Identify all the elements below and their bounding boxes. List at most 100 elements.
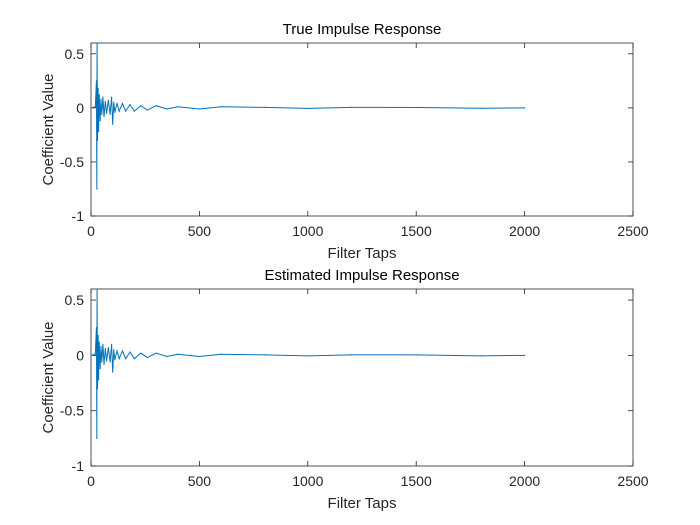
y-tick-label: -0.5 — [60, 154, 84, 170]
data-point — [125, 110, 127, 112]
data-point — [112, 371, 114, 373]
data-point — [480, 107, 482, 109]
data-point — [100, 345, 102, 348]
data-point — [102, 96, 104, 98]
data-point — [263, 106, 266, 108]
data-point — [133, 110, 135, 112]
plot-panel-2: 0 500 1000 1500 2000 2500 -1 -0.5 0 0.5 Estimated … — [40, 267, 649, 512]
data-point — [220, 353, 222, 355]
y-axis-label: Coefficient Value — [40, 321, 57, 433]
x-tick-label: 2500 — [617, 223, 648, 239]
data-point — [96, 437, 98, 439]
data-point — [125, 358, 127, 360]
data-point — [96, 387, 99, 390]
chart-title: True Impulse Response — [283, 21, 442, 38]
data-point — [99, 368, 101, 370]
data-point — [155, 105, 157, 107]
y-tick-label: -1 — [72, 208, 85, 224]
data-point — [114, 359, 116, 361]
data-point — [166, 108, 168, 110]
data-point — [110, 343, 113, 345]
x-tick-label: 1500 — [401, 473, 432, 489]
x-tick-label: 500 — [188, 473, 212, 489]
x-axis-label: Filter Taps — [328, 495, 397, 512]
x-axis-label: Filter Taps — [328, 245, 397, 262]
data-point — [146, 109, 148, 111]
data-point — [113, 101, 115, 104]
data-point — [524, 107, 526, 109]
y-tick-label: 0 — [76, 100, 84, 116]
data-point — [97, 334, 99, 337]
x-tick-label: 2000 — [509, 223, 540, 239]
y-tick-label: -1 — [72, 458, 85, 474]
data-point — [480, 355, 482, 357]
data-point — [113, 349, 115, 351]
data-point — [307, 355, 309, 357]
data-point — [109, 113, 111, 115]
x-tick-label: 2000 — [509, 473, 540, 489]
data-point — [94, 353, 96, 355]
x-tick-label: 0 — [87, 473, 95, 489]
data-point — [96, 289, 98, 290]
data-point — [121, 350, 124, 352]
data-point — [91, 354, 92, 356]
y-tick-label: 0 — [76, 347, 84, 363]
data-point — [102, 343, 104, 345]
x-tick-label: 1500 — [401, 223, 432, 239]
data-point — [91, 107, 92, 109]
data-point — [118, 110, 120, 112]
data-point — [114, 111, 116, 113]
data-point — [155, 352, 157, 354]
x-tick-label: 2500 — [617, 473, 648, 489]
axes-box — [90, 42, 634, 217]
data-point — [350, 106, 352, 108]
data-point — [95, 80, 98, 82]
x-tick-label: 1000 — [292, 223, 323, 239]
data-point — [263, 354, 266, 356]
data-point — [220, 106, 222, 108]
y-tick-label: 0.5 — [65, 292, 85, 308]
data-point — [103, 363, 105, 365]
data-point — [97, 379, 100, 381]
axes-box — [90, 288, 634, 467]
data-point — [524, 354, 526, 356]
data-point — [98, 341, 100, 343]
y-axis-label: Coefficient Value — [40, 73, 57, 185]
data-point — [129, 104, 131, 106]
data-point — [350, 354, 352, 356]
data-point — [129, 351, 131, 353]
data-point — [94, 106, 96, 108]
data-point — [95, 327, 98, 329]
data-point — [133, 358, 135, 360]
data-point — [98, 94, 100, 96]
data-point — [101, 113, 103, 115]
data-point — [96, 188, 98, 190]
x-tick-label: 500 — [188, 223, 212, 239]
data-point — [140, 352, 142, 354]
data-point — [112, 123, 114, 125]
data-point — [104, 348, 106, 350]
data-point — [103, 115, 105, 118]
x-tick-label: 0 — [87, 223, 95, 239]
data-point — [415, 354, 417, 356]
y-tick-label: -0.5 — [60, 403, 84, 419]
data-point — [307, 107, 309, 110]
plot-panel-1: 0 500 1000 1500 2000 2500 -1 -0.5 0 0.5 True Impul… — [40, 21, 649, 262]
data-point — [116, 350, 118, 352]
data-point — [106, 112, 108, 114]
y-tick-label: 0.5 — [65, 46, 85, 62]
data-point — [177, 353, 179, 355]
data-point — [100, 98, 102, 100]
data-point — [177, 106, 179, 108]
data-point — [116, 102, 118, 105]
data-point — [198, 355, 200, 358]
data-point — [118, 358, 120, 360]
chart-title: Estimated Impulse Response — [264, 267, 459, 284]
data-point — [166, 355, 168, 358]
data-point — [107, 347, 109, 349]
data-point — [121, 102, 124, 105]
x-tick-label: 1000 — [292, 473, 323, 489]
data-point — [106, 360, 108, 362]
data-point — [107, 99, 109, 101]
